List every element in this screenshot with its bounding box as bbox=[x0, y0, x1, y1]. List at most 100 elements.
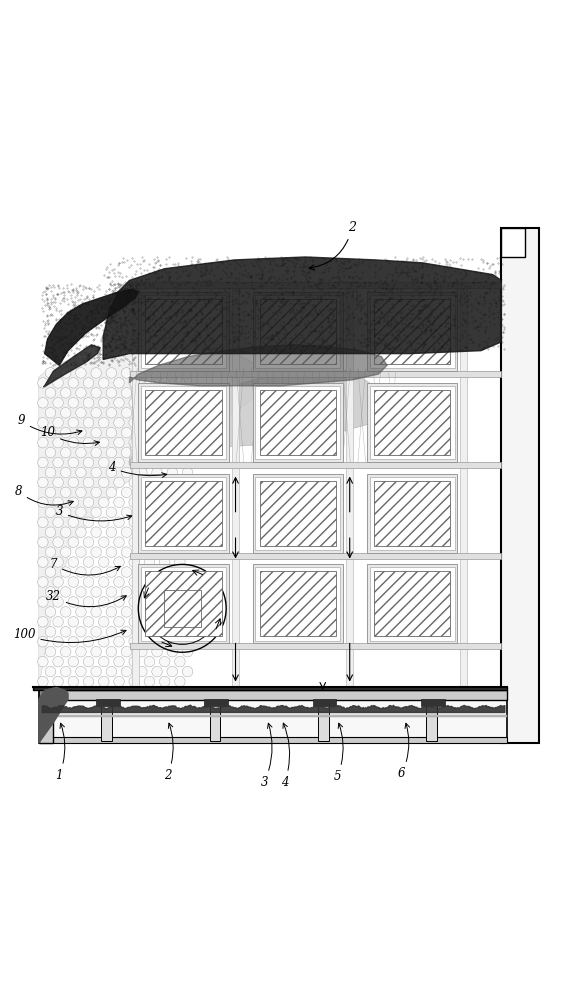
Polygon shape bbox=[130, 368, 382, 465]
Text: 9: 9 bbox=[18, 414, 82, 435]
Circle shape bbox=[53, 477, 63, 488]
Circle shape bbox=[129, 597, 140, 607]
Circle shape bbox=[114, 477, 124, 488]
Circle shape bbox=[152, 368, 163, 378]
Circle shape bbox=[182, 487, 193, 498]
Circle shape bbox=[60, 587, 71, 597]
Circle shape bbox=[152, 487, 163, 498]
Circle shape bbox=[167, 587, 177, 597]
Circle shape bbox=[60, 487, 71, 498]
Circle shape bbox=[129, 577, 140, 587]
Circle shape bbox=[60, 626, 71, 637]
Circle shape bbox=[83, 597, 94, 607]
Circle shape bbox=[182, 388, 193, 398]
Circle shape bbox=[99, 636, 109, 647]
Circle shape bbox=[68, 477, 79, 488]
Bar bbox=[252, 564, 343, 643]
Circle shape bbox=[99, 477, 109, 488]
Circle shape bbox=[160, 537, 170, 547]
Circle shape bbox=[91, 507, 102, 518]
Circle shape bbox=[60, 646, 71, 657]
Circle shape bbox=[129, 557, 140, 567]
Circle shape bbox=[91, 388, 102, 398]
Bar bbox=[346, 286, 353, 690]
Circle shape bbox=[99, 497, 109, 508]
Circle shape bbox=[129, 636, 140, 647]
Circle shape bbox=[129, 537, 140, 547]
Circle shape bbox=[76, 646, 86, 657]
Circle shape bbox=[160, 617, 170, 627]
Circle shape bbox=[53, 378, 63, 388]
Circle shape bbox=[91, 567, 102, 577]
Circle shape bbox=[144, 617, 155, 627]
Bar bbox=[370, 295, 454, 368]
Circle shape bbox=[122, 388, 132, 398]
Circle shape bbox=[60, 427, 71, 438]
Circle shape bbox=[83, 378, 94, 388]
Circle shape bbox=[167, 487, 177, 498]
Circle shape bbox=[152, 507, 163, 518]
Text: 32: 32 bbox=[46, 590, 126, 607]
Circle shape bbox=[137, 567, 147, 577]
Circle shape bbox=[144, 597, 155, 607]
Circle shape bbox=[91, 368, 102, 378]
Circle shape bbox=[152, 547, 163, 557]
Circle shape bbox=[106, 567, 117, 577]
Circle shape bbox=[129, 437, 140, 448]
Text: 2: 2 bbox=[309, 221, 356, 270]
Circle shape bbox=[144, 577, 155, 587]
Circle shape bbox=[122, 507, 132, 518]
Bar bbox=[141, 295, 226, 368]
Circle shape bbox=[45, 567, 56, 577]
Circle shape bbox=[160, 557, 170, 567]
Circle shape bbox=[83, 656, 94, 667]
Circle shape bbox=[38, 477, 48, 488]
Bar bbox=[259, 299, 336, 364]
Circle shape bbox=[38, 537, 48, 547]
Circle shape bbox=[182, 607, 193, 617]
Circle shape bbox=[106, 388, 117, 398]
Circle shape bbox=[38, 597, 48, 607]
Circle shape bbox=[122, 407, 132, 418]
Circle shape bbox=[160, 437, 170, 448]
Bar bbox=[367, 292, 457, 371]
Circle shape bbox=[144, 398, 155, 408]
Circle shape bbox=[53, 437, 63, 448]
Circle shape bbox=[114, 617, 124, 627]
Text: 100: 100 bbox=[13, 628, 126, 643]
Circle shape bbox=[53, 537, 63, 547]
Bar bbox=[255, 386, 340, 459]
Circle shape bbox=[129, 417, 140, 428]
Circle shape bbox=[160, 517, 170, 528]
Bar bbox=[255, 295, 340, 368]
Circle shape bbox=[60, 507, 71, 518]
Bar bbox=[96, 699, 120, 706]
Circle shape bbox=[53, 457, 63, 468]
Circle shape bbox=[45, 388, 56, 398]
Circle shape bbox=[91, 547, 102, 557]
Circle shape bbox=[83, 398, 94, 408]
Bar bbox=[133, 286, 140, 690]
Circle shape bbox=[106, 587, 117, 597]
Circle shape bbox=[91, 427, 102, 438]
Bar bbox=[367, 383, 457, 462]
Circle shape bbox=[38, 398, 48, 408]
Circle shape bbox=[45, 547, 56, 557]
Bar bbox=[160, 586, 205, 631]
Circle shape bbox=[160, 457, 170, 468]
Circle shape bbox=[114, 636, 124, 647]
Circle shape bbox=[76, 507, 86, 518]
Circle shape bbox=[114, 557, 124, 567]
Circle shape bbox=[160, 378, 170, 388]
Circle shape bbox=[122, 587, 132, 597]
Circle shape bbox=[106, 547, 117, 557]
Circle shape bbox=[114, 577, 124, 587]
Bar bbox=[370, 477, 454, 550]
Circle shape bbox=[152, 447, 163, 458]
Bar bbox=[139, 383, 229, 462]
Bar bbox=[232, 286, 239, 690]
Circle shape bbox=[167, 467, 177, 478]
Circle shape bbox=[160, 577, 170, 587]
Circle shape bbox=[53, 617, 63, 627]
Circle shape bbox=[114, 537, 124, 547]
